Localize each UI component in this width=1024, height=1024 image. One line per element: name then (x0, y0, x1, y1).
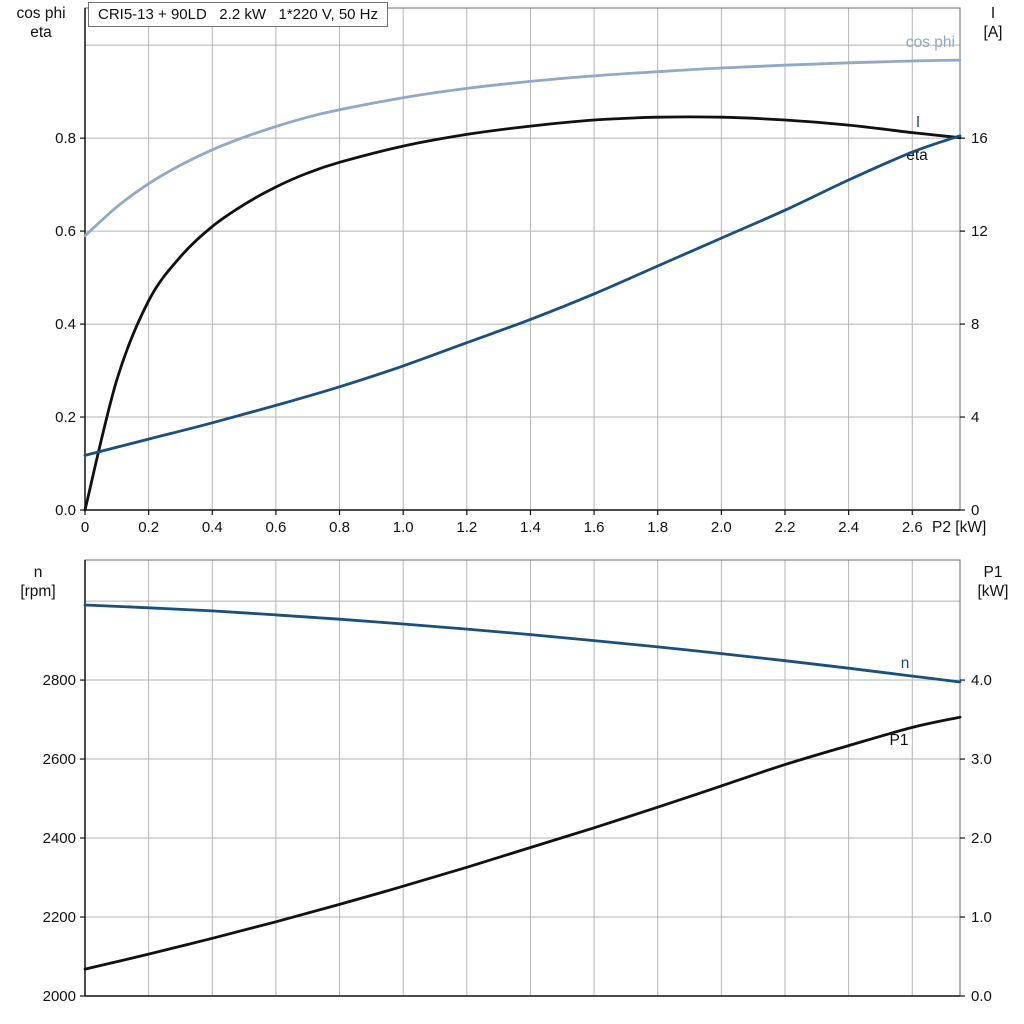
right-tick-label: 12 (971, 223, 988, 240)
right-tick-label: 8 (971, 316, 979, 333)
series-cos-phi (83, 58, 962, 238)
left-tick-label: 0.4 (55, 316, 76, 333)
right-tick-label: 4 (971, 409, 979, 426)
curve-label-p1: P1 (890, 732, 909, 749)
left-tick-label: 2800 (43, 672, 76, 689)
x-tick-label: 1.8 (647, 519, 668, 536)
x-tick-label: 0.4 (202, 519, 223, 536)
x-tick-label: 2.2 (775, 519, 796, 536)
bottom-chart-left-axis-title: n [rpm] (4, 563, 72, 602)
plot-frame (84, 559, 961, 997)
series-p1 (83, 715, 962, 971)
right-tick-label: 0.0 (971, 988, 992, 1005)
x-tick-label: 1.4 (520, 519, 541, 536)
series-i (83, 134, 962, 457)
left-tick-label: 0.8 (55, 130, 76, 147)
top-chart-left-axis-title: cos phi eta (4, 4, 78, 43)
x-tick-label: 0 (81, 519, 89, 536)
x-tick-label: 0.6 (265, 519, 286, 536)
x-tick-label: 1.2 (456, 519, 477, 536)
curve-label-i: I (916, 114, 920, 131)
series-eta (83, 115, 962, 512)
title-box: CRI5-13 + 90LD 2.2 kW 1*220 V, 50 Hz (88, 2, 389, 27)
cos-phi-axis-label: cos phi (16, 5, 66, 22)
eta-axis-label: eta (30, 24, 52, 42)
x-tick-label: 1.6 (584, 519, 605, 536)
bottom-chart-right-axis-title: P1 [kW] (966, 563, 1020, 602)
x-tick-label: 0.8 (329, 519, 350, 536)
p1-axis-label: P1 (983, 564, 1003, 581)
p1-axis-unit: [kW] (977, 583, 1009, 601)
left-tick-label: 2000 (43, 988, 76, 1005)
left-tick-label: 2200 (43, 909, 76, 926)
x-tick-label: 2.6 (902, 519, 923, 536)
x-tick-label: 2.0 (711, 519, 732, 536)
right-tick-label: 1.0 (971, 909, 992, 926)
left-tick-label: 0.2 (55, 409, 76, 426)
top-chart-right-axis-title: I [A] (968, 4, 1018, 43)
series-n (83, 603, 962, 684)
right-tick-label: 16 (971, 130, 988, 147)
x-tick-label: 1.0 (393, 519, 414, 536)
right-tick-label: 2.0 (971, 830, 992, 847)
right-tick-label: 3.0 (971, 751, 992, 768)
speed-axis-label: n (33, 564, 43, 581)
current-axis-label: I (990, 5, 996, 22)
right-tick-label: 4.0 (971, 672, 992, 689)
left-tick-label: 0.0 (55, 502, 76, 519)
current-axis-unit: [A] (983, 24, 1003, 42)
left-tick-label: 0.6 (55, 223, 76, 240)
speed-axis-unit: [rpm] (20, 583, 56, 601)
x-tick-label: 0.2 (138, 519, 159, 536)
left-tick-label: 2600 (43, 751, 76, 768)
right-tick-label: 0 (971, 502, 979, 519)
left-tick-label: 2400 (43, 830, 76, 847)
x-axis-label: P2 [kW] (932, 519, 987, 536)
x-tick-label: 2.4 (838, 519, 859, 536)
curve-label-cos-phi: cos phi (906, 34, 955, 51)
curve-label-n: n (901, 655, 910, 672)
